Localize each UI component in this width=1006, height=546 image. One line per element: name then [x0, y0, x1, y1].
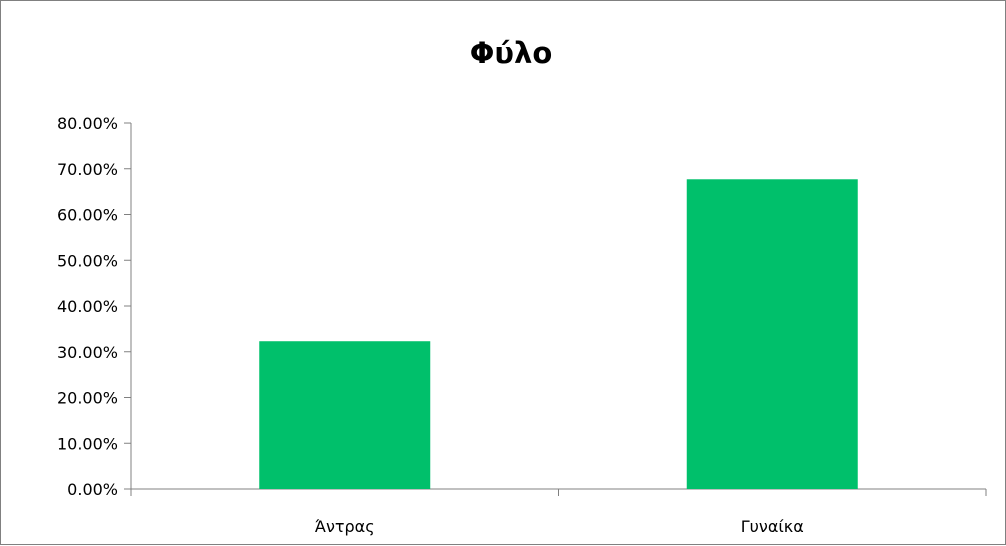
y-tick-label: 20.00%: [57, 389, 118, 408]
x-category-label: Άντρας: [315, 517, 375, 536]
y-tick-label: 40.00%: [57, 297, 118, 316]
x-axis: [130, 488, 987, 496]
y-tick-label: 70.00%: [57, 160, 118, 179]
y-tick-label: 10.00%: [57, 434, 118, 453]
y-axis: 0.00% 10.00% 20.00% 30.00% 40.00% 50.00% 60.00…: [57, 114, 132, 499]
x-category-label: Γυναίκα: [741, 517, 804, 536]
y-tick-label: 30.00%: [57, 343, 118, 362]
y-tick-label: 80.00%: [57, 114, 118, 133]
category-labels: Άντρας Γυναίκα: [315, 517, 804, 536]
chart-title: Φύλο: [470, 36, 553, 70]
y-tick-label: 0.00%: [67, 480, 118, 499]
bars: [259, 179, 858, 489]
bar: [686, 179, 858, 489]
bar: [259, 341, 431, 489]
y-tick-label: 60.00%: [57, 206, 118, 225]
y-tick-label: 50.00%: [57, 251, 118, 270]
